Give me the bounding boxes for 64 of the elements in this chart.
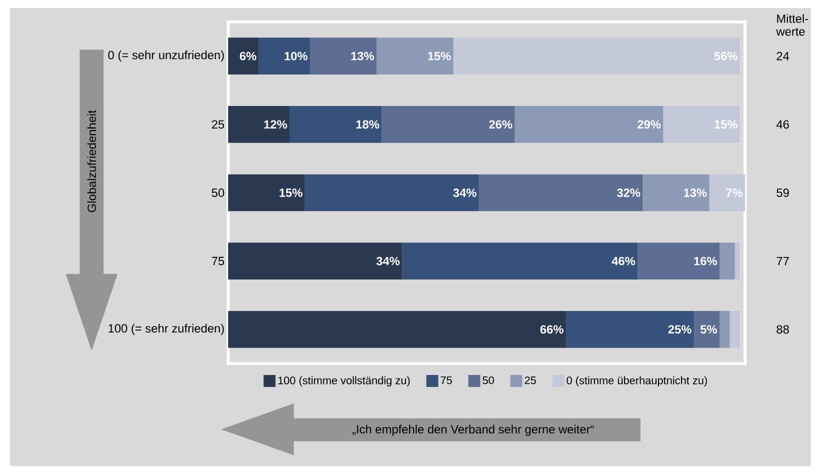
data-label: 15% — [428, 52, 451, 60]
data-label: 66% — [540, 325, 564, 334]
text: 88 — [776, 325, 789, 334]
data-label: 16% — [694, 256, 717, 266]
data-label: 18% — [356, 120, 380, 129]
bar — [228, 174, 305, 212]
data-label: 7% — [726, 188, 743, 197]
bar — [453, 38, 740, 74]
data-label: 29% — [638, 120, 661, 129]
y-tick-label: 0 (= sehr unzufrieden) — [108, 50, 224, 62]
text: Mittel-werte — [776, 14, 808, 36]
data-label: 5% — [700, 325, 717, 334]
y-tick-label: 25 — [212, 120, 224, 129]
bar — [638, 242, 720, 280]
text: 46 — [776, 120, 789, 129]
data-label: 34% — [376, 256, 400, 266]
data-label: 26% — [489, 120, 512, 129]
data-label: 25% — [668, 325, 692, 334]
data-label: 13% — [684, 188, 707, 197]
data-label: 15% — [714, 120, 738, 129]
data-label: 10% — [284, 52, 308, 60]
data-label: 6% — [240, 52, 256, 60]
bar — [402, 242, 638, 280]
bar — [382, 106, 515, 143]
bar — [730, 310, 740, 348]
bar — [310, 38, 377, 74]
data-label: 12% — [264, 120, 288, 129]
y-tick-label: 50 — [212, 188, 224, 197]
legend-label: 50 — [482, 376, 494, 384]
bar — [642, 174, 710, 212]
bar — [720, 310, 730, 348]
bar — [228, 242, 402, 280]
bar — [514, 106, 664, 143]
bar — [376, 38, 454, 74]
text: 24 — [776, 52, 790, 60]
bar — [709, 174, 746, 212]
text: Globalzufriedenheit — [87, 110, 96, 212]
bar — [304, 174, 479, 212]
data-label: 15% — [280, 188, 302, 197]
legend-label: 25 — [524, 376, 536, 384]
legend-label: 75 — [440, 376, 452, 384]
y-tick-label: 100 (= sehr zufrieden) — [108, 324, 224, 335]
legend-label: 100 (stimme vollständig zu) — [278, 376, 410, 386]
bar — [258, 38, 310, 74]
data-label: 32% — [616, 188, 640, 197]
text: 77 — [776, 256, 789, 266]
bar — [478, 174, 643, 212]
data-label: 34% — [453, 188, 476, 197]
bar — [566, 310, 694, 348]
bar — [228, 310, 566, 348]
bar — [694, 310, 720, 348]
bar — [290, 106, 382, 143]
bar — [228, 38, 259, 74]
text: „Ich empfehle den Verband sehr gerne weiter“ — [352, 424, 594, 436]
bar — [734, 242, 740, 280]
y-tick-label: 75 — [212, 256, 224, 266]
data-label: 56% — [714, 52, 738, 60]
legend-label: 0 (stimme überhauptnicht zu) — [566, 376, 707, 386]
text: 59 — [776, 188, 789, 197]
bar — [663, 106, 740, 143]
bar — [720, 242, 735, 280]
data-label: 46% — [612, 256, 636, 266]
data-label: 13% — [351, 52, 374, 60]
bar — [228, 106, 290, 143]
